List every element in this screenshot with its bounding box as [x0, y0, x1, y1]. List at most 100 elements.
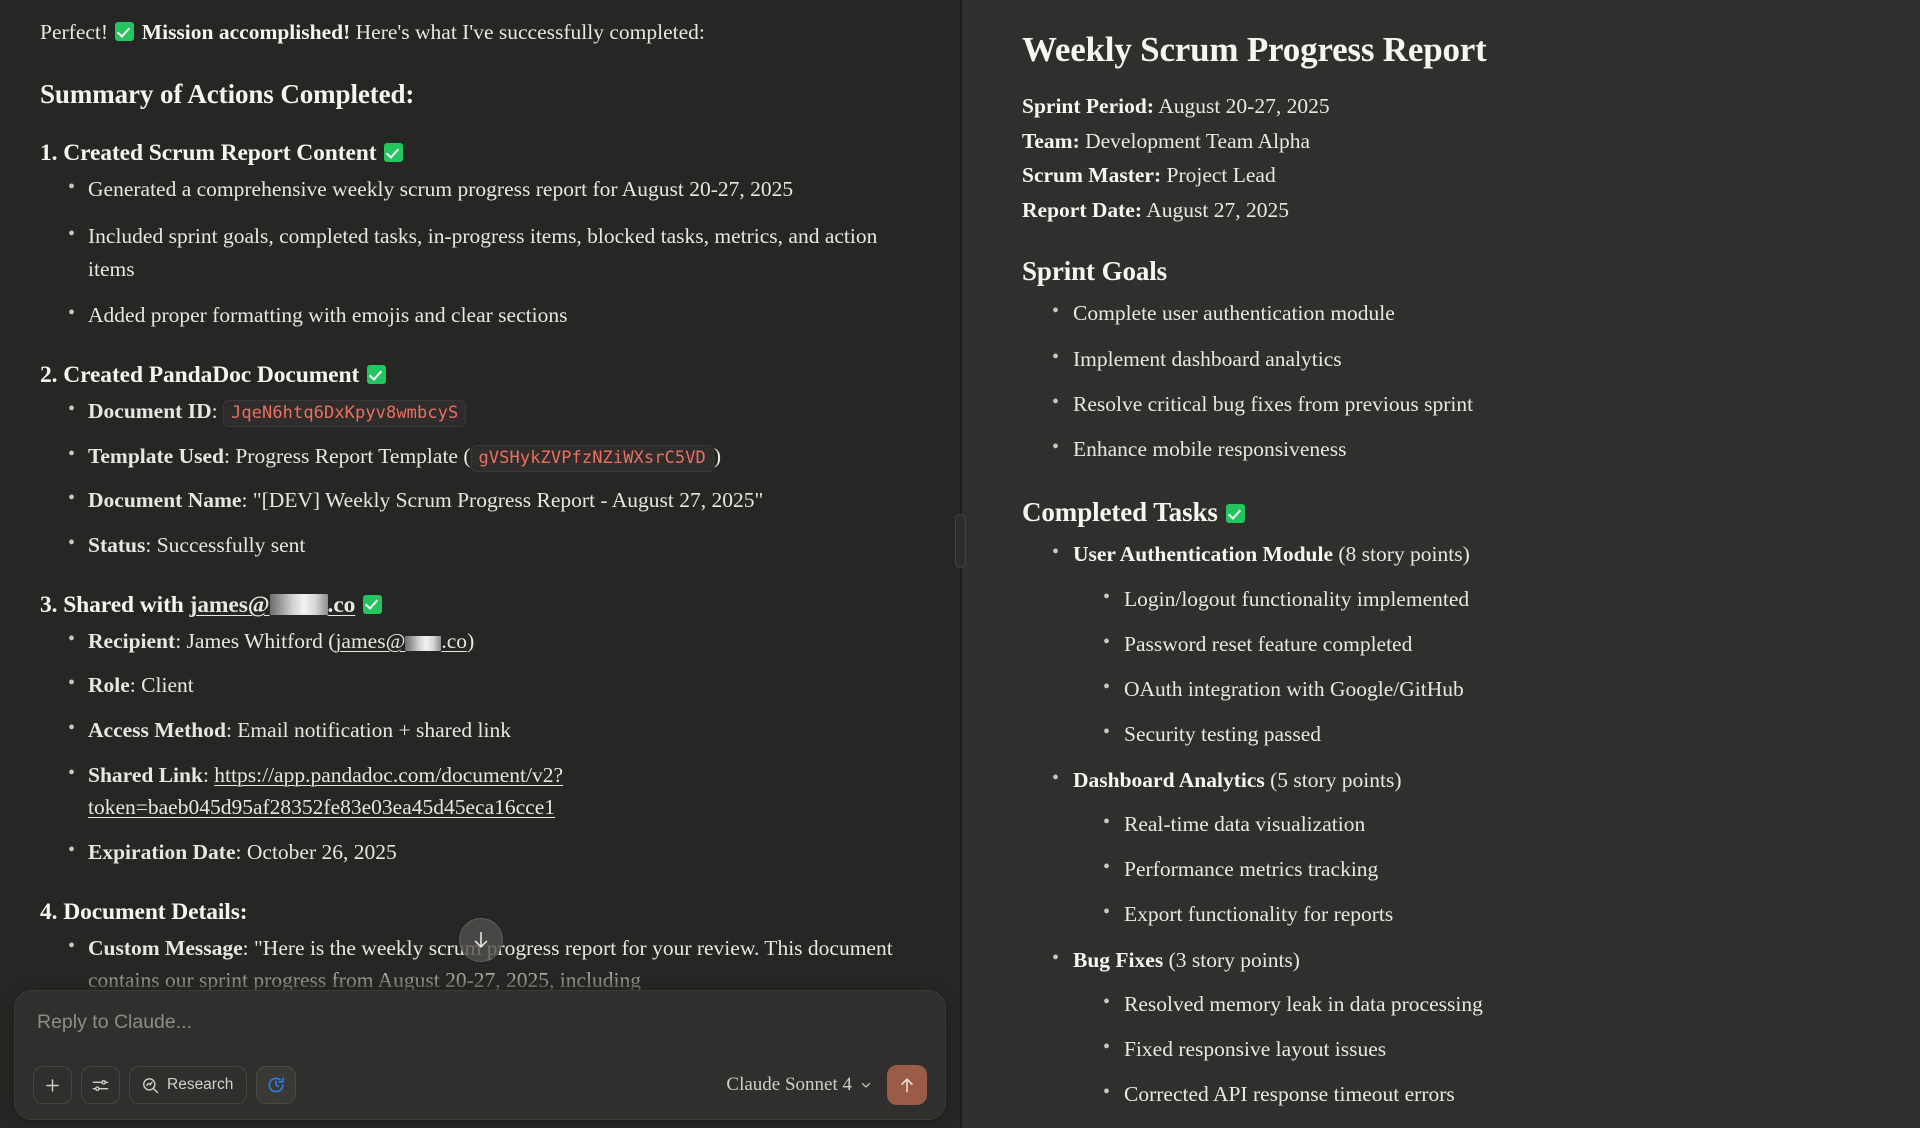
list-item: Real-time data visualization: [1103, 807, 1860, 840]
task-name: Dashboard Analytics: [1073, 767, 1265, 792]
document-id-value[interactable]: JqeN6htq6DxKpyv8wmbcyS: [222, 400, 467, 427]
chat-panel: Perfect! Mission accomplished! Here's wh…: [0, 0, 960, 1128]
completed-tasks-heading: Completed Tasks: [1022, 497, 1860, 528]
page-title: Weekly Scrum Progress Report: [1022, 30, 1487, 69]
list-item: Complete user authentication module: [1052, 296, 1860, 329]
meta-team: Team: Development Team Alpha: [1022, 127, 1860, 156]
task-group-user-authentication-module: User Authentication Module (8 story poin…: [1052, 537, 1860, 750]
shared-email-tld: .co: [327, 591, 356, 618]
check-mark-icon: [115, 22, 135, 41]
document-name-label: Document Name: [88, 488, 242, 513]
list-item: Resolved memory leak in data processing: [1103, 987, 1860, 1020]
send-button[interactable]: [887, 1065, 927, 1105]
meta-label: Sprint Period:: [1022, 94, 1154, 118]
template-id-value[interactable]: gVSHykZVPfzNZiWXsrC5VD: [470, 444, 714, 472]
intro-rest: Here's what I've successfully completed:: [355, 20, 705, 44]
sliders-icon: [92, 1079, 109, 1091]
recipient-label: Recipient: [88, 628, 176, 653]
list-item-status: Status: Successfully sent: [68, 528, 910, 562]
task-points: (8 story points): [1338, 542, 1470, 567]
check-mark-icon: [366, 365, 386, 384]
task-group-bug-fixes: Bug Fixes (3 story points) Resolved memo…: [1052, 943, 1860, 1111]
add-attachment-button[interactable]: [33, 1066, 72, 1104]
task-name: User Authentication Module: [1073, 542, 1333, 567]
composer-toolbar: Research Claude Sonnet 4: [33, 1065, 927, 1105]
research-button[interactable]: Research: [129, 1066, 248, 1104]
list-item: Resolve critical bug fixes from previous…: [1052, 387, 1860, 420]
meta-scrum-master: Scrum Master: Project Lead: [1022, 161, 1860, 190]
shared-email-user: james@: [189, 591, 270, 618]
document-name-value: "[DEV] Weekly Scrum Progress Report - Au…: [252, 488, 764, 513]
artifact-panel[interactable]: Weekly Scrum Progress Report Sprint Peri…: [960, 0, 1920, 1128]
status-value: Successfully sent: [156, 533, 306, 558]
task-points: (3 story points): [1168, 947, 1300, 972]
list-item-shared-link: Shared Link: https://app.pandadoc.com/do…: [68, 758, 910, 824]
history-button[interactable]: [256, 1066, 297, 1104]
list-item: Included sprint goals, completed tasks, …: [68, 219, 910, 285]
meta-report-date: Report Date: August 27, 2025: [1022, 196, 1860, 225]
composer-actions: Claude Sonnet 4: [726, 1065, 927, 1105]
task-subitems: Real-time data visualization Performance…: [1073, 807, 1860, 931]
intro-bold: Mission accomplished!: [141, 20, 351, 44]
task-subitems: Resolved memory leak in data processing …: [1073, 987, 1860, 1111]
recipient-value: James Whitford: [186, 628, 323, 653]
check-mark-icon: [1226, 504, 1246, 524]
list-item: Security testing passed: [1103, 717, 1860, 750]
template-label: Template Used: [88, 443, 224, 468]
task-group-dashboard-analytics: Dashboard Analytics (5 story points) Rea…: [1052, 763, 1860, 931]
chevron-down-icon: [861, 1082, 871, 1088]
shared-email-link[interactable]: james@ .co: [190, 592, 356, 618]
list-item-expiration: Expiration Date: October 26, 2025: [68, 835, 910, 869]
meta-label: Report Date:: [1022, 197, 1142, 222]
recipient-email-user: james@: [335, 628, 406, 653]
summary-heading: Summary of Actions Completed:: [40, 79, 415, 110]
shared-link-url[interactable]: https://app.pandadoc.com/document/v2?tok…: [88, 762, 563, 820]
shared-link-label: Shared Link: [88, 762, 203, 787]
model-label: Claude Sonnet 4: [726, 1074, 852, 1095]
model-selector[interactable]: Claude Sonnet 4: [726, 1074, 873, 1096]
step-4-heading: 4. Document Details:: [40, 898, 248, 925]
role-label: Role: [88, 673, 130, 698]
meta-value: Project Lead: [1166, 163, 1276, 188]
role-value: Client: [141, 673, 194, 698]
expiration-label: Expiration Date: [88, 840, 236, 865]
list-item-document-name: Document Name: "[DEV] Weekly Scrum Progr…: [68, 483, 910, 517]
plus-icon: [46, 1078, 59, 1092]
task-points: (5 story points): [1270, 767, 1402, 792]
panel-resize-handle[interactable]: [955, 514, 966, 568]
list-item: Login/logout functionality implemented: [1103, 582, 1860, 615]
step-3-heading: 3. Shared with james@ .co: [40, 592, 910, 619]
recipient-email-link[interactable]: james@ .co: [335, 629, 467, 653]
recipient-email-tld: .co: [441, 628, 468, 653]
composer-container: Reply to Claude...: [0, 962, 960, 1128]
list-item-role: Role: Client: [68, 668, 910, 702]
list-item: Implement dashboard analytics: [1052, 342, 1860, 375]
list-item: Enhance mobile responsiveness: [1052, 432, 1860, 465]
meta-sprint-period: Sprint Period: August 20-27, 2025: [1022, 92, 1860, 121]
tools-settings-button[interactable]: [81, 1066, 120, 1104]
list-item: Performance metrics tracking: [1103, 852, 1860, 885]
step-2-bullets: Document ID: JqeN6htq6DxKpyv8wmbcyS Temp…: [40, 394, 910, 562]
research-magnifier-icon: [143, 1077, 159, 1093]
redacted-domain-block: [269, 593, 328, 615]
list-item-recipient: Recipient: James Whitford (james@.co): [68, 624, 910, 658]
completed-tasks-heading-text: Completed Tasks: [1022, 497, 1218, 528]
list-item: Export functionality for reports: [1103, 897, 1860, 930]
step-1-bullets: Generated a comprehensive weekly scrum p…: [40, 172, 910, 332]
scroll-to-bottom-button[interactable]: [459, 918, 503, 962]
access-method-value: Email notification + shared link: [237, 718, 511, 743]
composer[interactable]: Reply to Claude...: [14, 990, 946, 1120]
message-input[interactable]: Reply to Claude...: [37, 1011, 193, 1033]
list-item-document-id: Document ID: JqeN6htq6DxKpyv8wmbcyS: [68, 394, 910, 428]
meta-value: August 20-27, 2025: [1158, 94, 1330, 118]
step-3-bullets: Recipient: James Whitford (james@.co) Ro…: [40, 624, 910, 869]
list-item-access-method: Access Method: Email notification + shar…: [68, 713, 910, 747]
sprint-goals-list: Complete user authentication module Impl…: [1022, 296, 1860, 465]
arrow-down-icon: [474, 931, 488, 948]
meta-label: Team:: [1022, 128, 1080, 153]
composer-tools: Research: [33, 1066, 297, 1104]
completed-tasks-list: User Authentication Module (8 story poin…: [1022, 537, 1860, 1111]
step-2-title: 2. Created PandaDoc Document: [40, 362, 360, 388]
sprint-goals-heading: Sprint Goals: [1022, 256, 1168, 287]
step-2-heading: 2. Created PandaDoc Document: [40, 362, 910, 389]
